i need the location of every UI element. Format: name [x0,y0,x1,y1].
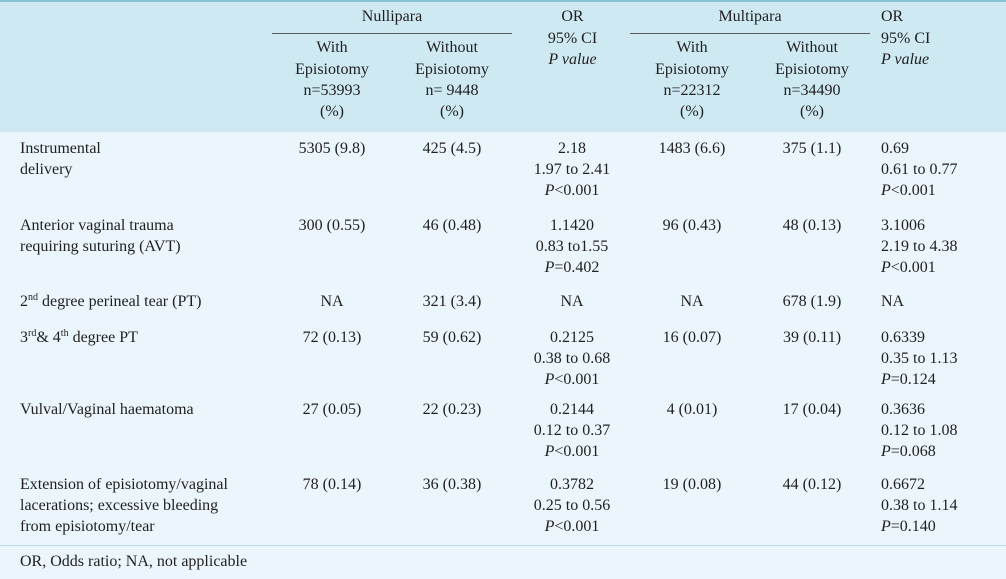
cell-or1-value: 0.3782 [550,476,594,493]
cell-or2-ci: 0.35 to 1.13 [881,350,958,367]
cell-null-without: 46 (0.48) [422,217,482,234]
cell-or1-p: P<0.001 [544,182,600,199]
cell-or2-ci: 0.38 to 1.14 [881,497,958,514]
cell-or2-value: 0.6672 [881,476,925,493]
cell-or1-p: P<0.001 [544,443,600,460]
top-rule [0,0,1006,2]
cell-multi-with: 16 (0.07) [662,329,722,346]
cell-null-with: 27 (0.05) [302,401,362,418]
multipara-header: Multipara [718,8,782,25]
cell-multi-with: 96 (0.43) [662,217,722,234]
row-label: Vulval/Vaginal haematoma [20,401,194,418]
cell-multi-without: 678 (1.9) [782,293,842,310]
cell-or1-value: NA [560,293,584,310]
cell-or2-ci: 2.19 to 4.38 [881,238,958,255]
cell-or2-value: 0.3636 [881,401,925,418]
cell-multi-without: 44 (0.12) [782,476,842,493]
cell-or2-p: P=0.140 [881,518,936,535]
cell-multi-with: 4 (0.01) [666,401,718,418]
cell-or2-p: P=0.068 [881,443,936,460]
cell-or2-p: P<0.001 [881,259,936,276]
cell-null-without: 425 (4.5) [422,140,482,157]
cell-or1-ci: 0.83 to1.55 [535,238,609,255]
cell-null-with: 300 (0.55) [298,217,366,234]
nullipara-underline [272,33,512,34]
cell-multi-without: 375 (1.1) [782,140,842,157]
nullipara-header: Nullipara [361,8,423,25]
cell-or1-p: P=0.402 [544,259,600,276]
cell-or1-value: 1.1420 [550,217,594,234]
cell-or2-value: NA [881,293,905,310]
multipara-underline [630,33,870,34]
bottom-rule [0,545,1006,546]
cell-or1-p: P<0.001 [544,518,600,535]
row-label: 2nd degree perineal tear (PT) [20,292,202,311]
cell-null-with: 5305 (9.8) [298,140,366,157]
cell-null-without: 59 (0.62) [422,329,482,346]
cell-multi-without: 17 (0.04) [782,401,842,418]
row-label: 3rd& 4th degree PT [20,328,138,347]
cell-or1-ci: 1.97 to 2.41 [533,161,611,178]
cell-or1-value: 0.2125 [550,329,594,346]
row-label: Anterior vaginal trauma [20,217,174,234]
cell-multi-with: NA [680,293,704,310]
table-footnote: OR, Odds ratio; NA, not applicable [20,553,248,570]
cell-or2-ci: 0.12 to 1.08 [881,422,958,439]
cell-null-with: 72 (0.13) [302,329,362,346]
cell-null-with: NA [320,293,344,310]
row-label: Extension of episiotomy/vaginal [20,476,228,493]
row-label: Instrumental [20,140,101,157]
cell-or1-p: P<0.001 [544,371,600,388]
cell-null-with: 78 (0.14) [302,476,362,493]
cell-or2-p: P<0.001 [881,182,936,199]
header-band [0,2,1006,132]
cell-or2-value: 0.6339 [881,329,925,346]
cell-or1-ci: 0.38 to 0.68 [533,350,611,367]
cell-multi-without: 48 (0.13) [782,217,842,234]
cell-or2-value: 0.69 [881,140,909,157]
cell-or1-ci: 0.12 to 0.37 [533,422,611,439]
cell-or1-ci: 0.25 to 0.56 [533,497,611,514]
cell-multi-without: 39 (0.11) [782,329,842,346]
cell-or2-p: P=0.124 [881,371,936,388]
cell-or1-value: 0.2144 [550,401,594,418]
cell-or2-ci: 0.61 to 0.77 [881,161,958,178]
cell-or1-value: 2.18 [558,140,586,157]
cell-null-without: 22 (0.23) [422,401,482,418]
cell-multi-with: 19 (0.08) [662,476,722,493]
cell-multi-with: 1483 (6.6) [658,140,726,157]
cell-null-without: 321 (3.4) [422,293,482,310]
cell-null-without: 36 (0.38) [422,476,482,493]
cell-or2-value: 3.1006 [881,217,925,234]
